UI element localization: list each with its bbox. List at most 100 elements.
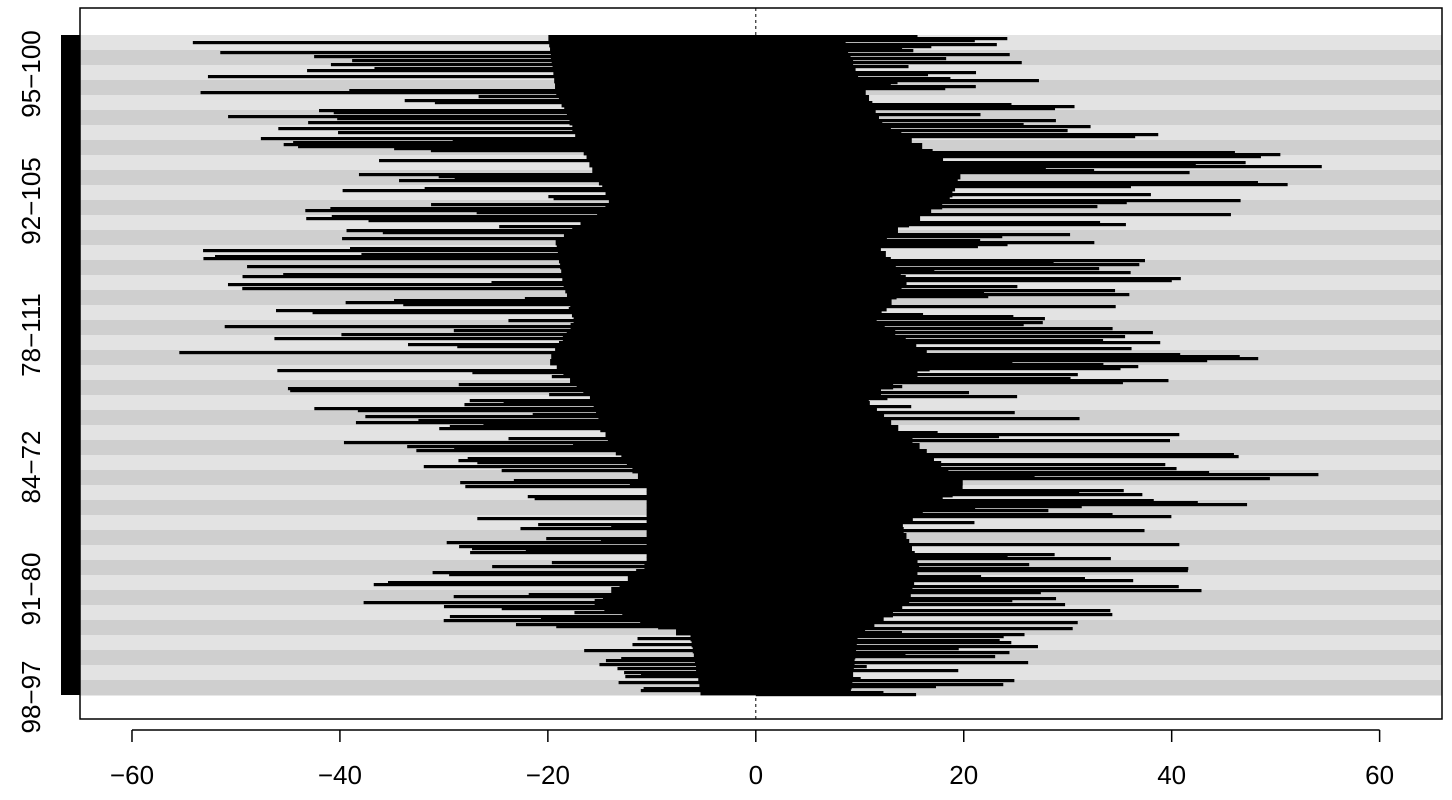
bar <box>755 567 1189 571</box>
bar <box>624 671 756 675</box>
bar <box>755 57 947 61</box>
bar-core <box>550 47 849 54</box>
bar <box>755 641 1012 645</box>
bar <box>200 91 756 95</box>
bar <box>755 417 1080 421</box>
bar <box>467 457 756 461</box>
bar-core <box>694 659 855 666</box>
bar-core <box>597 209 932 216</box>
bar <box>515 623 756 627</box>
bar <box>755 347 1132 351</box>
x-tick-label: 20 <box>949 760 978 790</box>
bar <box>449 425 756 429</box>
bar-core <box>556 89 866 96</box>
bar-core <box>611 587 913 594</box>
bar <box>454 447 756 451</box>
bar-core <box>558 341 917 348</box>
bar-core <box>646 527 904 534</box>
bar <box>755 279 1172 283</box>
bar <box>312 311 756 315</box>
bar-core <box>646 515 913 522</box>
bar-core <box>605 191 953 198</box>
y-tick-label: 91−80 <box>16 552 46 625</box>
bar-core <box>565 287 902 294</box>
bar-core <box>594 599 910 606</box>
bar <box>227 283 756 287</box>
bar <box>333 111 756 115</box>
bar <box>755 669 959 673</box>
bar <box>424 187 756 191</box>
x-tick-label: 0 <box>749 760 763 790</box>
bar <box>224 325 756 329</box>
bar <box>755 639 1000 643</box>
bar <box>755 85 976 89</box>
bar-core <box>608 197 950 204</box>
bar <box>242 287 756 291</box>
bar <box>416 449 756 453</box>
bar <box>365 415 756 419</box>
bar <box>755 129 1068 133</box>
bar-core <box>560 263 896 270</box>
bar <box>525 549 756 553</box>
bar-core <box>619 581 915 588</box>
bar <box>298 145 756 149</box>
bar-core <box>644 563 920 570</box>
bar-core <box>568 299 892 306</box>
bar <box>349 247 756 251</box>
bar-core <box>555 347 927 354</box>
bar-core <box>573 317 877 324</box>
bar-core <box>563 233 887 240</box>
bar <box>242 275 756 279</box>
bar <box>755 499 1154 503</box>
bar <box>755 317 1045 321</box>
bar <box>599 663 756 667</box>
bar <box>363 601 756 605</box>
bar <box>755 635 1004 639</box>
bar-core <box>583 389 881 396</box>
bar-core <box>600 419 892 426</box>
bar-core <box>558 257 891 264</box>
bar <box>443 619 756 623</box>
bar-core <box>563 371 918 378</box>
bar <box>520 527 756 531</box>
category-sidebar <box>61 35 80 695</box>
bar <box>755 577 1085 581</box>
bar <box>755 627 1073 631</box>
bar-core <box>553 71 859 78</box>
bar <box>755 477 1270 481</box>
bar <box>307 69 756 73</box>
bar <box>368 219 756 223</box>
bar <box>459 545 756 549</box>
bar <box>755 359 1208 363</box>
bar-core <box>646 533 907 540</box>
bar-core <box>598 413 885 420</box>
bar <box>617 667 756 671</box>
bar-core <box>548 35 844 42</box>
bar <box>755 473 1319 477</box>
bar <box>446 541 756 545</box>
bar <box>618 681 756 685</box>
bar <box>341 333 756 337</box>
bar <box>394 147 756 151</box>
bar-core <box>632 467 949 474</box>
bar <box>755 39 975 43</box>
bar <box>755 323 1024 327</box>
bar-core <box>556 245 881 252</box>
bar-core <box>570 305 887 312</box>
bar-core <box>576 383 894 390</box>
bar <box>621 657 756 661</box>
bar <box>449 615 756 619</box>
bar <box>755 377 1071 381</box>
bar <box>755 327 1113 331</box>
bar <box>755 651 1010 655</box>
bar <box>755 213 1231 217</box>
bar-core <box>602 593 911 600</box>
bar <box>338 131 756 135</box>
bar <box>755 647 959 651</box>
bar <box>755 151 1235 155</box>
bar <box>423 465 756 469</box>
bar <box>431 203 756 207</box>
bar-core <box>692 647 857 654</box>
bar-core <box>566 113 879 120</box>
bar <box>274 337 756 341</box>
